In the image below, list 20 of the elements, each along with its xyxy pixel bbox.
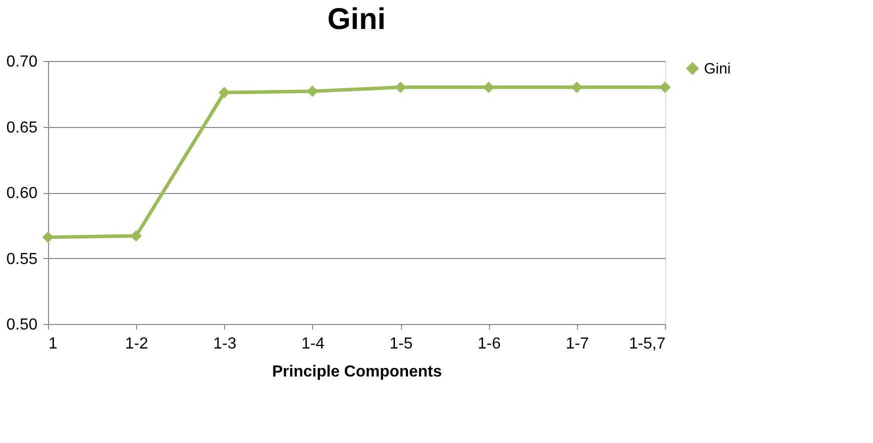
point <box>42 232 54 243</box>
x-tick-label: 1-2 <box>125 336 148 352</box>
y-tick-label: 0.65 <box>6 119 38 136</box>
x-tick-label: 1-6 <box>478 336 501 352</box>
x-tick-label: 1-5,7 <box>629 336 666 352</box>
x-tick-label: 1-4 <box>301 336 325 352</box>
x-tick-label: 1 <box>48 336 58 352</box>
x-axis-title: Principle Components <box>272 364 442 380</box>
point <box>306 86 318 97</box>
x-tick-label: 1-3 <box>213 336 236 352</box>
y-tick-label: 0.60 <box>6 185 38 202</box>
x-tick-label: 1-5 <box>390 336 413 352</box>
point <box>483 82 494 93</box>
y-tick-label: 0.70 <box>6 54 38 70</box>
legend-label: Gini <box>704 60 731 78</box>
point <box>218 86 230 98</box>
x-tick-label: 1-7 <box>566 336 590 352</box>
chart-title: Gini <box>327 3 386 36</box>
y-tick-label: 0.50 <box>6 316 38 334</box>
y-tick-label: 0.55 <box>6 250 38 268</box>
